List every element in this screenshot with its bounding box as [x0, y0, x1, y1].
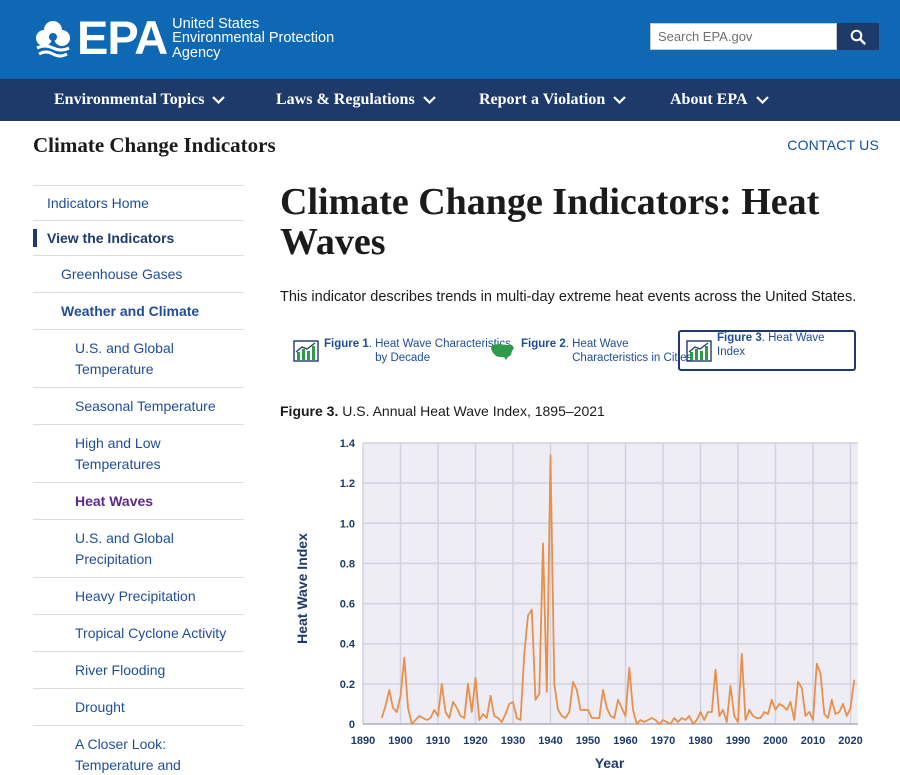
- sidebar-item-heat-waves[interactable]: Heat Waves: [33, 482, 244, 519]
- tab-figure-3-label: Figure 3. Heat Wave Index: [717, 331, 825, 358]
- nav-label: About EPA: [670, 91, 748, 108]
- tab-figure-2[interactable]: Figure 2. Heat Wave Characteristics in C…: [490, 330, 700, 371]
- search-button[interactable]: [837, 23, 879, 50]
- x-tick-label: 1990: [726, 735, 750, 747]
- tab-figure-2-label: Figure 2. Heat Wave Characteristics in C…: [521, 337, 700, 365]
- sidebar-nav: Indicators Home View the Indicators Gree…: [33, 185, 244, 775]
- y-tick-label: 0.8: [340, 558, 355, 570]
- nav-laws-regulations[interactable]: Laws & Regulations: [276, 79, 436, 121]
- sidebar-item-tropical-cyclone[interactable]: Tropical Cyclone Activity: [33, 614, 244, 651]
- tab-figure-3-text: Heat Wave Index: [717, 331, 825, 358]
- y-tick-label: 1.0: [340, 518, 355, 530]
- tab-figure-2-num: Figure 2: [521, 337, 566, 350]
- sidebar-item-river-flooding[interactable]: River Flooding: [33, 651, 244, 688]
- search-input[interactable]: [650, 23, 837, 50]
- tab-figure-1[interactable]: Figure 1. Heat Wave Characteristics by D…: [293, 330, 511, 371]
- tab-figure-1-num: Figure 1: [324, 337, 369, 350]
- x-tick-label: 2020: [838, 735, 862, 747]
- sidebar-item-closer-look-southwest[interactable]: A Closer Look: Temperature and Drought i…: [33, 725, 244, 775]
- x-tick-label: 1930: [501, 735, 525, 747]
- y-tick-label: 0.2: [340, 679, 355, 691]
- figure-caption-text: U.S. Annual Heat Wave Index, 1895–2021: [342, 403, 605, 419]
- chevron-down-icon: [755, 96, 769, 104]
- x-tick-label: 2000: [763, 735, 787, 747]
- sidebar-item-view-indicators[interactable]: View the Indicators: [33, 220, 244, 255]
- agency-line-2: Environmental Protection: [172, 30, 335, 47]
- series-line-heat-wave-index: [380, 454, 856, 725]
- x-tick-label: 1980: [688, 735, 712, 747]
- bar-chart-icon: [293, 339, 319, 362]
- sidebar-item-drought[interactable]: Drought: [33, 688, 244, 725]
- sidebar-item-heavy-precipitation[interactable]: Heavy Precipitation: [33, 577, 244, 614]
- epa-logo[interactable]: EPA United States Environmental Protecti…: [33, 14, 334, 61]
- sidebar-item-weather-climate[interactable]: Weather and Climate: [33, 292, 244, 329]
- sidebar-item-us-global-precipitation[interactable]: U.S. and Global Precipitation: [33, 519, 244, 577]
- y-tick-label: 0: [349, 719, 355, 731]
- y-tick-label: 1.4: [340, 438, 356, 450]
- page-title: Climate Change Indicators: Heat Waves: [280, 181, 820, 263]
- x-tick-label: 1950: [576, 735, 600, 747]
- figure-caption: Figure 3. U.S. Annual Heat Wave Index, 1…: [280, 403, 605, 419]
- x-tick-label: 1910: [426, 735, 450, 747]
- us-map-icon: [491, 343, 514, 360]
- nav-environmental-topics[interactable]: Environmental Topics: [54, 79, 226, 121]
- y-tick-label: 1.2: [340, 478, 355, 490]
- sidebar-item-indicators-home[interactable]: Indicators Home: [33, 185, 244, 220]
- intro-text: This indicator describes trends in multi…: [280, 289, 857, 305]
- chevron-down-icon: [613, 96, 626, 104]
- x-tick-label: 1920: [463, 735, 487, 747]
- tab-figure-1-label: Figure 1. Heat Wave Characteristics by D…: [324, 337, 511, 364]
- nav-label: Laws & Regulations: [276, 91, 415, 108]
- nav-about-epa[interactable]: About EPA: [670, 79, 769, 121]
- nav-label: Report a Violation: [479, 91, 606, 108]
- search-icon: [850, 29, 866, 45]
- y-tick-label: 0.6: [340, 599, 355, 611]
- figure-caption-num: Figure 3.: [280, 403, 339, 419]
- epa-flower-icon: [36, 20, 70, 57]
- agency-name: United States Environmental Protection A…: [172, 17, 334, 61]
- tab-figure-2-text: Heat Wave Characteristics in Cities: [572, 337, 693, 364]
- x-axis-label: Year: [595, 755, 625, 771]
- nav-label: Environmental Topics: [54, 91, 205, 108]
- epa-header: EPA United States Environmental Protecti…: [0, 0, 900, 79]
- site-title[interactable]: Climate Change Indicators: [33, 133, 276, 157]
- tab-figure-3[interactable]: Figure 3. Heat Wave Index: [678, 330, 856, 371]
- agency-line-3: Agency: [172, 44, 221, 61]
- sidebar-item-greenhouse-gases[interactable]: Greenhouse Gases: [33, 255, 244, 292]
- tab-figure-3-num: Figure 3: [717, 331, 762, 344]
- chevron-down-icon: [212, 96, 226, 104]
- x-tick-label: 1900: [388, 735, 412, 747]
- agency-line-1: United States: [172, 15, 260, 32]
- epa-logo-text: EPA: [77, 11, 168, 64]
- y-axis-label: Heat Wave Index: [294, 533, 310, 644]
- bar-chart-icon: [686, 339, 712, 362]
- heat-wave-index-chart: 1890 1900 1910 1920 1930 1940 1950 1960 1970 1980…: [294, 438, 863, 771]
- x-tick-label: 1940: [538, 735, 562, 747]
- x-tick-label: 1970: [651, 735, 675, 747]
- chevron-down-icon: [422, 96, 436, 104]
- sidebar-item-high-low-temperatures[interactable]: High and Low Temperatures: [33, 424, 244, 482]
- x-tick-label: 1960: [613, 735, 637, 747]
- contact-us-link[interactable]: CONTACT US: [787, 137, 879, 153]
- y-tick-label: 0.4: [340, 639, 356, 651]
- tab-figure-1-text: Heat Wave Characteristics by Decade: [375, 337, 511, 364]
- x-tick-label: 1890: [351, 735, 375, 747]
- main-nav: Environmental Topics Laws & Regulations …: [0, 79, 900, 121]
- x-tick-label: 2010: [801, 735, 825, 747]
- nav-report-violation[interactable]: Report a Violation: [479, 79, 626, 121]
- search-form: [650, 23, 879, 50]
- sidebar-item-us-global-temperature[interactable]: U.S. and Global Temperature: [33, 329, 244, 387]
- sidebar-item-seasonal-temperature[interactable]: Seasonal Temperature: [33, 387, 244, 424]
